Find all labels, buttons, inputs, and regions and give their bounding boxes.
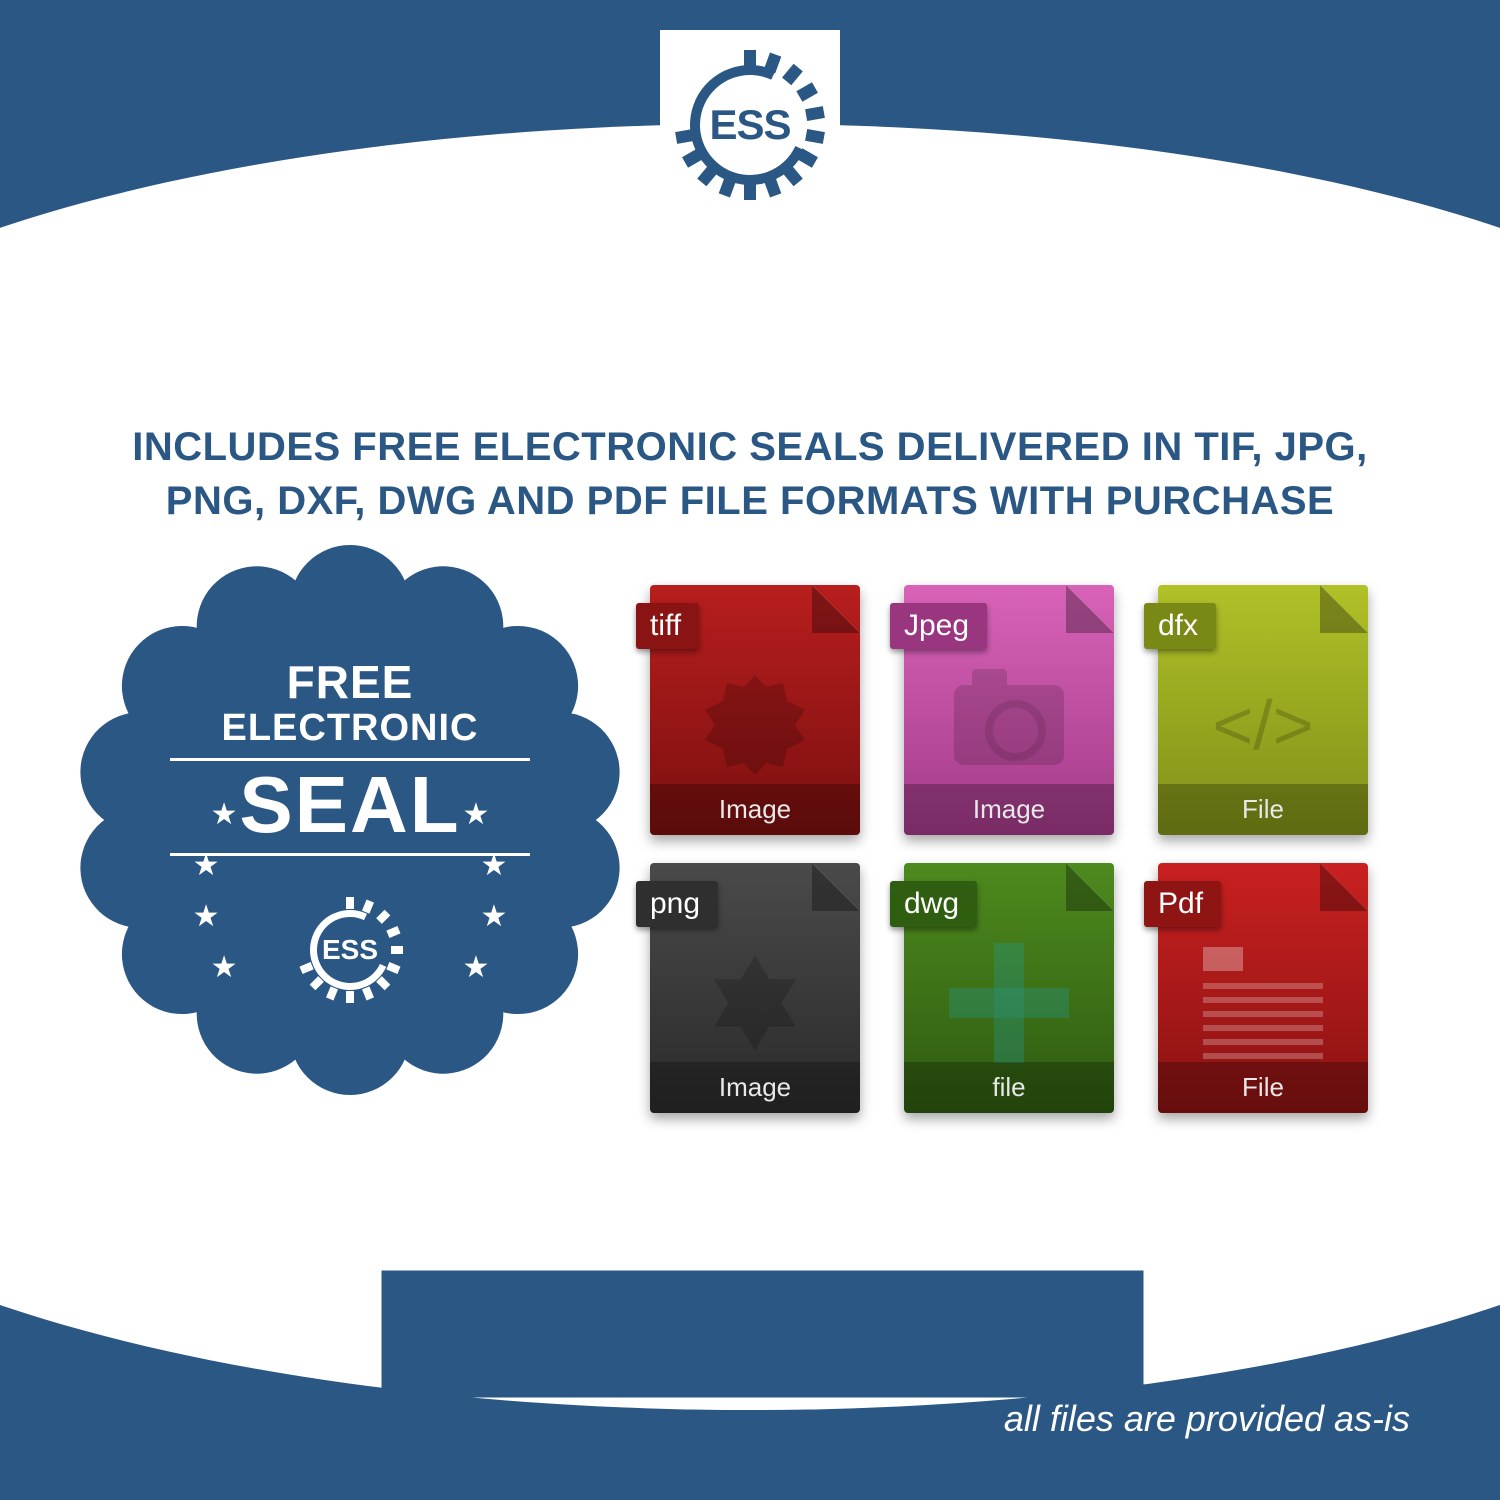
star-icon: ★ <box>193 899 220 934</box>
file-icon-pdf: Pdf File <box>1158 863 1368 1113</box>
gear-icon: ESS <box>300 900 400 1000</box>
seal-gear-text: ESS <box>322 934 378 966</box>
page-fold-icon <box>1320 863 1368 911</box>
file-deco-icon <box>650 938 860 1068</box>
footer-disclaimer: all files are provided as-is <box>1004 1398 1410 1440</box>
file-icon-dwg: dwg file <box>904 863 1114 1113</box>
ess-shield: ESS <box>660 30 840 220</box>
file-format-label: Jpeg <box>890 603 987 649</box>
file-deco-icon <box>904 660 1114 790</box>
star-icon: ★ <box>481 899 508 934</box>
file-icon-dfx: dfx </> File <box>1158 585 1368 835</box>
file-format-grid: tiff Image Jpeg Image dfx </> File png I… <box>650 585 1388 1123</box>
file-category-label: File <box>1158 1062 1368 1113</box>
star-icon: ★ <box>481 848 508 883</box>
file-category-label: Image <box>904 784 1114 835</box>
ess-logo-text: ESS <box>709 101 790 149</box>
file-category-label: File <box>1158 784 1368 835</box>
seal-core: FREE ELECTRONIC SEAL ★★★★ ★★★★ ESS <box>125 595 575 1045</box>
file-icon-png: png Image <box>650 863 860 1113</box>
file-category-label: Image <box>650 784 860 835</box>
file-category-label: Image <box>650 1062 860 1113</box>
file-format-label: tiff <box>636 603 699 649</box>
file-format-label: Pdf <box>1144 881 1221 927</box>
headline-text: INCLUDES FREE ELECTRONIC SEALS DELIVERED… <box>80 420 1420 528</box>
page-fold-icon <box>812 863 860 911</box>
page-fold-icon <box>1066 863 1114 911</box>
seal-line-electronic: ELECTRONIC <box>222 707 479 750</box>
page-fold-icon <box>1320 585 1368 633</box>
star-icon: ★ <box>211 797 238 832</box>
file-category-label: file <box>904 1062 1114 1113</box>
star-icon: ★ <box>463 950 490 985</box>
file-deco-icon <box>1158 938 1368 1068</box>
free-electronic-seal-badge: FREE ELECTRONIC SEAL ★★★★ ★★★★ ESS <box>90 560 610 1080</box>
seal-line-free: FREE <box>287 655 414 709</box>
file-format-label: dfx <box>1144 603 1216 649</box>
file-icon-jpeg: Jpeg Image <box>904 585 1114 835</box>
ess-logo: ESS <box>660 30 840 230</box>
gear-icon: ESS <box>680 55 820 195</box>
file-format-label: png <box>636 881 718 927</box>
file-format-label: dwg <box>890 881 977 927</box>
star-icon: ★ <box>463 797 490 832</box>
file-icon-tiff: tiff Image <box>650 585 860 835</box>
file-deco-icon <box>650 660 860 790</box>
star-icon: ★ <box>211 950 238 985</box>
file-deco-icon <box>904 938 1114 1068</box>
star-icon: ★ <box>193 848 220 883</box>
page-fold-icon <box>1066 585 1114 633</box>
file-deco-icon: </> <box>1158 660 1368 790</box>
page-fold-icon <box>812 585 860 633</box>
